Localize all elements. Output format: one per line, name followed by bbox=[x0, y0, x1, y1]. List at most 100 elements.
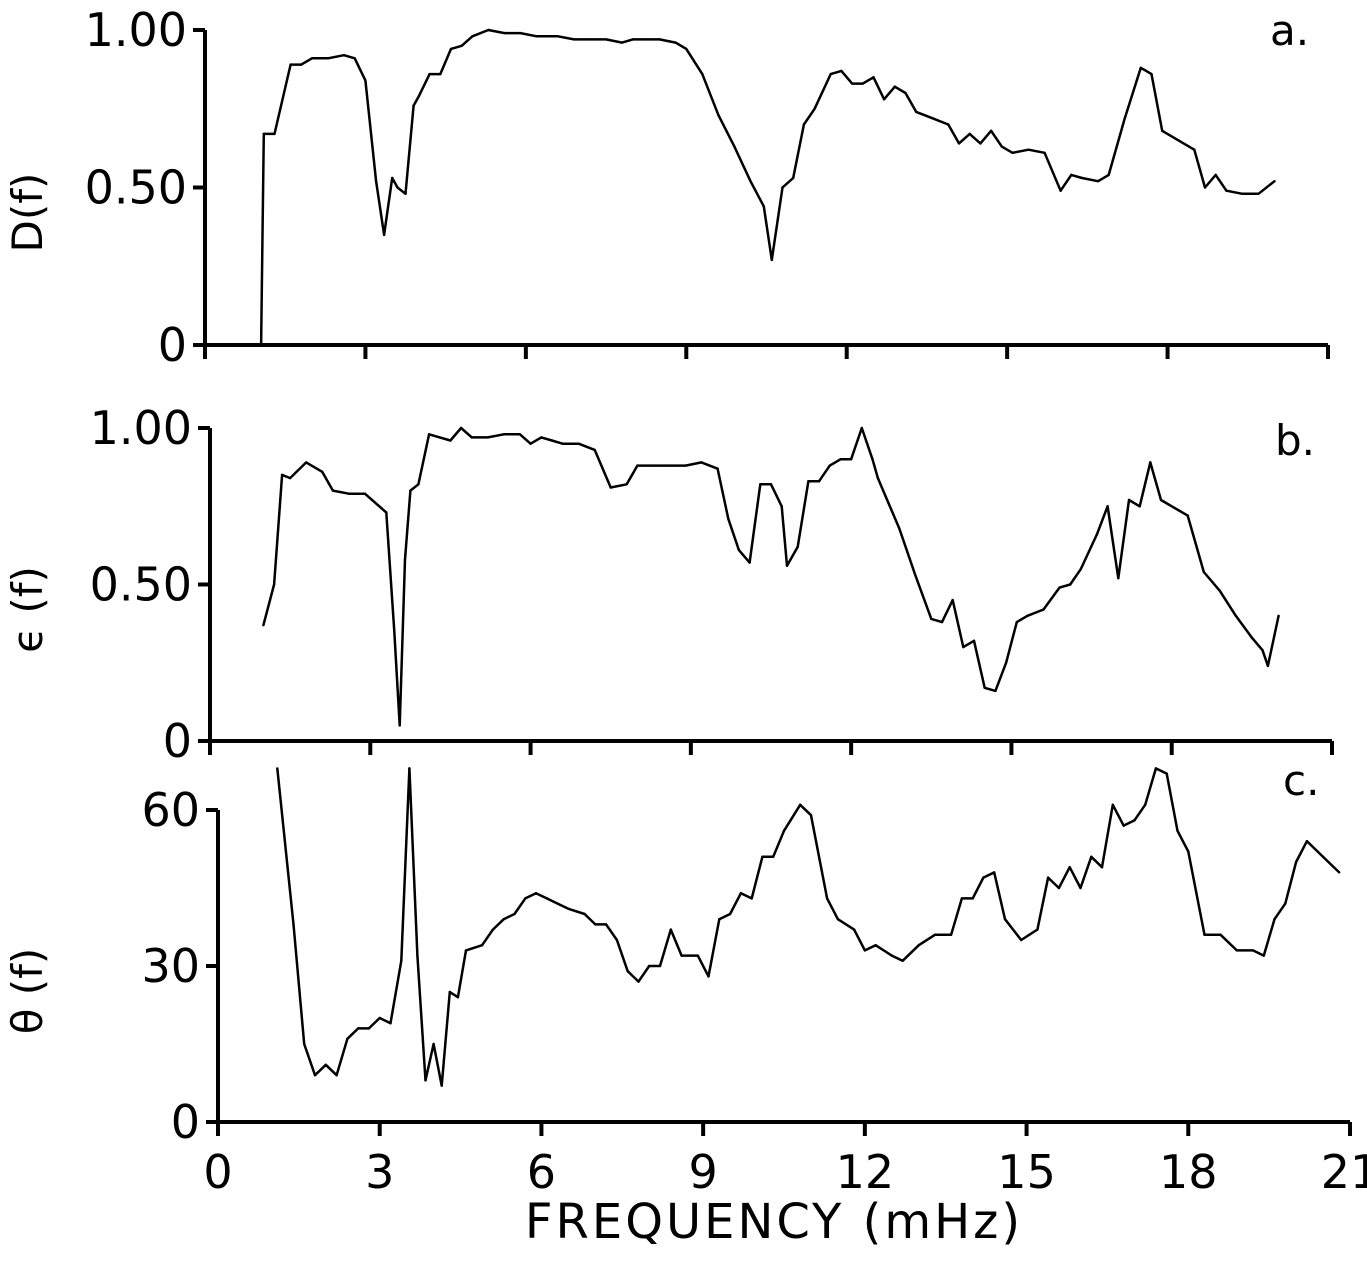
data-point bbox=[915, 110, 918, 114]
data-point bbox=[502, 918, 505, 921]
data-point bbox=[957, 142, 961, 145]
data-point bbox=[502, 433, 506, 436]
data-point bbox=[604, 923, 608, 926]
data-point bbox=[524, 897, 527, 900]
data-point bbox=[1133, 819, 1136, 822]
panel-2: 0 0.50 1.00 ϵ (f) b. bbox=[3, 401, 1334, 768]
data-point bbox=[748, 561, 751, 564]
data-point bbox=[890, 954, 893, 957]
data-point bbox=[1106, 505, 1109, 508]
y-tick-label: 0 bbox=[158, 318, 187, 372]
data-point bbox=[396, 186, 399, 189]
data-point bbox=[876, 476, 880, 480]
data-point bbox=[513, 912, 516, 916]
data-point bbox=[780, 505, 783, 508]
data-point bbox=[378, 1016, 381, 1020]
y-tick-label: 60 bbox=[141, 783, 200, 837]
data-point bbox=[1122, 824, 1125, 827]
data-point bbox=[280, 473, 284, 477]
data-point bbox=[432, 1042, 435, 1046]
data-point bbox=[417, 483, 420, 486]
data-point bbox=[762, 205, 765, 208]
data-point bbox=[674, 41, 677, 44]
data-point bbox=[863, 949, 867, 952]
y-axis-title: D(f) bbox=[3, 173, 52, 253]
data-point bbox=[424, 1079, 427, 1082]
data-point bbox=[427, 433, 431, 436]
data-point bbox=[971, 897, 974, 900]
x-axis-title: FREQUENCY (mHz) bbox=[525, 1194, 1023, 1250]
data-point bbox=[364, 79, 367, 82]
data-point bbox=[313, 1074, 317, 1077]
data-point bbox=[839, 458, 842, 461]
data-point bbox=[398, 724, 401, 727]
data-point bbox=[464, 949, 468, 952]
data-point bbox=[813, 107, 816, 111]
data-point bbox=[685, 47, 688, 51]
data-point bbox=[561, 442, 564, 445]
data-point bbox=[1241, 192, 1244, 195]
data-point bbox=[785, 564, 789, 567]
data-point bbox=[1154, 767, 1158, 770]
data-point bbox=[276, 767, 279, 770]
data-point bbox=[288, 476, 292, 480]
data-point bbox=[449, 47, 453, 51]
data-point bbox=[802, 123, 806, 126]
data-point bbox=[550, 439, 554, 442]
data-point bbox=[374, 501, 377, 505]
data-point bbox=[759, 483, 762, 486]
data-point bbox=[817, 480, 821, 483]
data-point bbox=[781, 186, 784, 189]
data-point bbox=[982, 876, 985, 879]
data-point bbox=[1193, 148, 1196, 151]
data-point bbox=[346, 1037, 349, 1041]
data-point bbox=[459, 426, 463, 430]
data-point bbox=[310, 57, 314, 60]
data-point bbox=[1100, 866, 1104, 869]
y-tick-label: 0 bbox=[171, 1095, 200, 1149]
data-point bbox=[1273, 918, 1276, 921]
data-point bbox=[389, 1022, 392, 1025]
data-point bbox=[1257, 192, 1260, 195]
series-line bbox=[276, 767, 1341, 1087]
data-point bbox=[480, 944, 484, 947]
data-point bbox=[931, 117, 934, 120]
data-point bbox=[367, 1027, 371, 1030]
data-point bbox=[733, 145, 736, 148]
data-point bbox=[594, 923, 597, 926]
data-point bbox=[439, 72, 442, 76]
data-point bbox=[385, 511, 388, 514]
data-point bbox=[393, 630, 396, 633]
data-point bbox=[1059, 189, 1062, 192]
data-point bbox=[737, 548, 741, 552]
data-point bbox=[440, 1084, 443, 1087]
data-point bbox=[409, 489, 412, 492]
data-point bbox=[796, 545, 799, 549]
data-point bbox=[829, 72, 832, 76]
data-point bbox=[631, 38, 634, 41]
data-point bbox=[335, 1074, 338, 1077]
data-point bbox=[1079, 886, 1082, 890]
panel-tag: a. bbox=[1270, 6, 1309, 55]
data-point bbox=[567, 907, 570, 910]
data-point bbox=[1011, 151, 1014, 154]
data-point bbox=[438, 436, 441, 439]
data-point bbox=[1117, 577, 1120, 580]
data-point bbox=[717, 113, 720, 117]
data-point bbox=[503, 31, 506, 35]
data-point bbox=[1058, 586, 1061, 589]
data-point bbox=[1202, 570, 1206, 574]
data-point bbox=[1150, 72, 1153, 76]
data-point bbox=[1165, 772, 1168, 775]
data-point bbox=[1095, 533, 1099, 536]
data-point bbox=[979, 142, 982, 145]
data-point bbox=[1203, 933, 1206, 936]
data-point bbox=[1262, 954, 1266, 957]
y-tick-label: 0.50 bbox=[90, 558, 192, 612]
data-point bbox=[809, 814, 813, 817]
y-tick-label: 0 bbox=[163, 714, 192, 768]
data-point bbox=[680, 954, 683, 957]
data-point bbox=[658, 38, 661, 41]
data-point bbox=[626, 970, 629, 973]
data-point bbox=[652, 464, 655, 467]
